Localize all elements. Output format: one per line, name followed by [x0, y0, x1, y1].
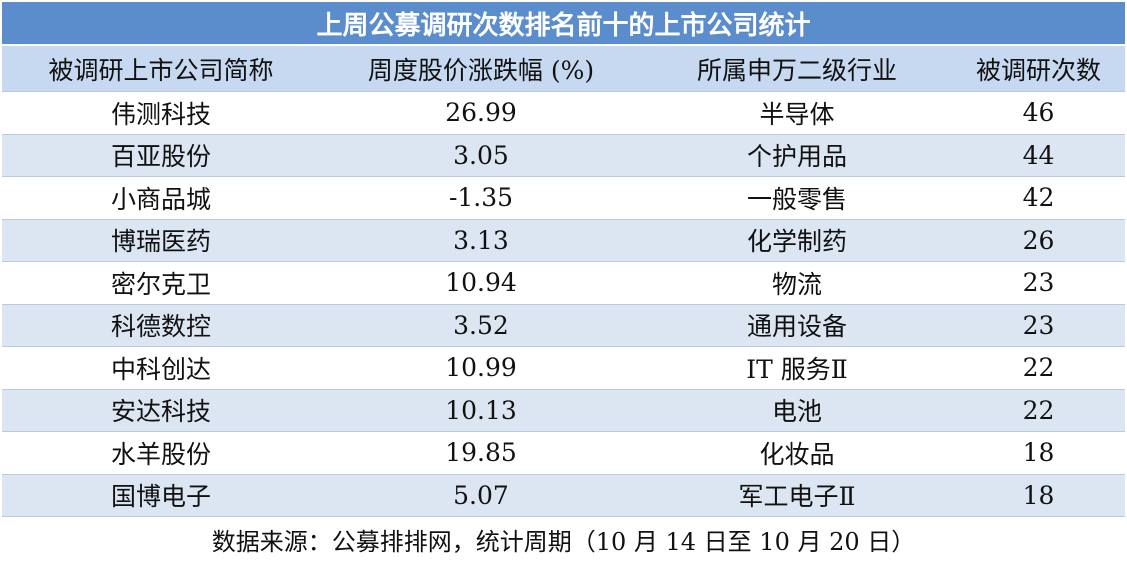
table-title: 上周公募调研次数排名前十的上市公司统计 [2, 2, 1125, 46]
table-cell: 通用设备 [746, 312, 847, 342]
table-cell: 安达科技 [110, 397, 211, 427]
header-row: 被调研上市公司简称 周度股价涨跌幅 (%) 所属申万二级行业 被调研次数 [2, 46, 1125, 92]
table-cell: 18 [1022, 438, 1055, 468]
table-cell: 19.85 [445, 438, 517, 468]
table-cell: 小商品城 [110, 184, 211, 214]
table-cell: 10.99 [445, 353, 517, 383]
table-row: 中科创达 10.99 IT 服务Ⅱ 22 [2, 347, 1125, 390]
table-cell: 23 [1022, 310, 1055, 340]
table-cell: 化妆品 [759, 439, 835, 469]
table-row: 水羊股份 19.85 化妆品 18 [2, 432, 1125, 475]
table-row: 国博电子 5.07 军工电子Ⅱ 18 [2, 474, 1125, 517]
table-row: 科德数控 3.52 通用设备 23 [2, 304, 1125, 347]
table-cell: 伟测科技 [110, 99, 211, 129]
header-cell: 所属申万二级行业 [696, 55, 897, 85]
table-cell: 5.07 [453, 480, 509, 510]
table-cell: IT 服务Ⅱ [746, 354, 848, 384]
table-cell: 22 [1022, 395, 1055, 425]
table-cell: 42 [1022, 183, 1055, 213]
table-cell: 物流 [771, 269, 822, 299]
table-cell: 10.94 [445, 268, 517, 298]
table-cell: 化学制药 [746, 227, 847, 257]
table-row: 小商品城 -1.35 一般零售 42 [2, 177, 1125, 220]
table-row: 博瑞医药 3.13 化学制药 26 [2, 219, 1125, 262]
table-cell: 密尔克卫 [110, 269, 211, 299]
table-cell: -1.35 [448, 183, 514, 213]
table-cell: 电池 [771, 397, 822, 427]
table-cell: 博瑞医药 [110, 227, 211, 257]
table-cell: 22 [1022, 353, 1055, 383]
table-cell: 23 [1022, 268, 1055, 298]
table-cell: 半导体 [759, 99, 835, 129]
table-cell: 26.99 [445, 98, 517, 128]
table-cell: 3.52 [453, 310, 509, 340]
table: 被调研上市公司简称 周度股价涨跌幅 (%) 所属申万二级行业 被调研次数伟测科技 26.… [2, 46, 1125, 517]
table-cell: 18 [1022, 480, 1055, 510]
table-cell: 科德数控 [110, 312, 211, 342]
table-row: 密尔克卫 10.94 物流 23 [2, 262, 1125, 305]
table-cell: 3.05 [453, 140, 509, 170]
header-cell: 周度股价涨跌幅 (%) [367, 55, 595, 85]
table-cell: 个护用品 [746, 142, 847, 172]
table-cell: 46 [1022, 98, 1055, 128]
table-cell: 水羊股份 [110, 439, 211, 469]
table-cell: 国博电子 [110, 482, 211, 512]
table-cell: 10.13 [445, 395, 517, 425]
table-cell: 军工电子Ⅱ [738, 482, 856, 512]
table-row: 百亚股份 3.05 个护用品 44 [2, 134, 1125, 177]
table-cell: 44 [1022, 140, 1055, 170]
table-cell: 一般零售 [746, 184, 847, 214]
table-cell: 百亚股份 [110, 142, 211, 172]
table-cell: 中科创达 [110, 354, 211, 384]
header-cell: 被调研上市公司简称 [48, 55, 274, 85]
header-cell: 被调研次数 [975, 55, 1101, 85]
source-note: 数据来源：公募排排网，统计周期（10 月 14 日至 10 月 20 日） [211, 527, 916, 556]
table-row: 安达科技 10.13 电池 22 [2, 389, 1125, 432]
table-cell: 26 [1022, 225, 1055, 255]
table-row: 伟测科技 26.99 半导体 46 [2, 92, 1125, 135]
table-cell: 3.13 [453, 225, 509, 255]
